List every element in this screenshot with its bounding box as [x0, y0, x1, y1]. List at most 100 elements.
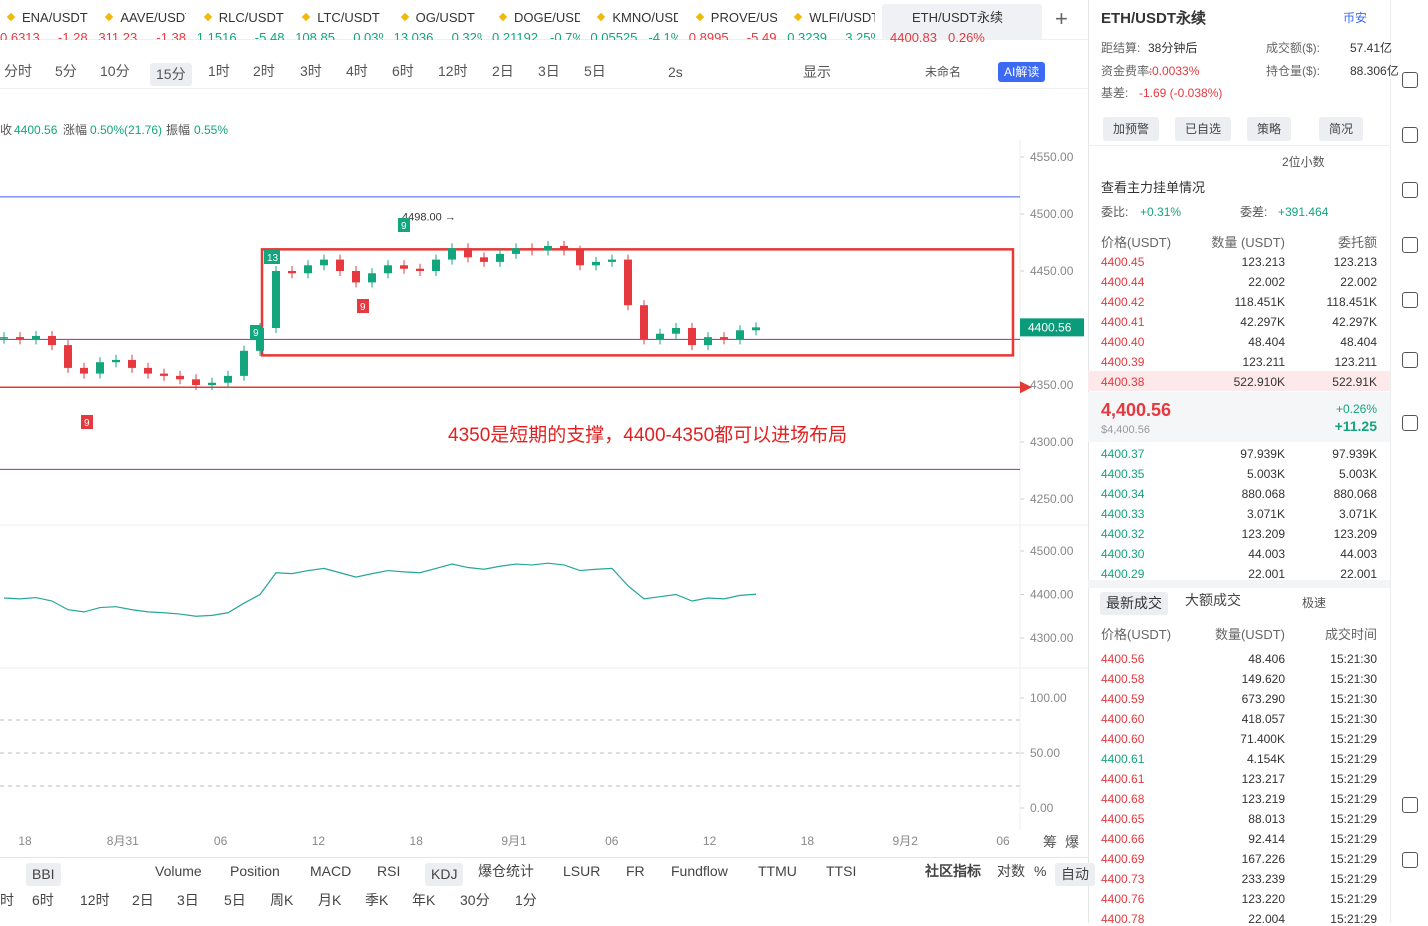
exchange[interactable]: 币安 [1343, 11, 1368, 25]
timeframe[interactable]: 周K [270, 892, 294, 908]
add-tab[interactable]: + [1055, 6, 1068, 31]
timeframe[interactable]: 年K [412, 892, 436, 908]
ticker[interactable]: WLFI/USDT 0.3239 3.25% [787, 0, 875, 40]
side-icon[interactable] [1402, 72, 1418, 88]
panel-button[interactable]: 策略 [1247, 117, 1292, 142]
indicator-tab[interactable]: 爆仓统计 [478, 863, 534, 879]
display[interactable]: 显示 [803, 64, 831, 80]
indicator-tab[interactable]: TTMU [758, 863, 797, 879]
timeframe[interactable]: 12时 [438, 63, 468, 79]
ticker-symbol: OG/USDT [415, 10, 475, 25]
layout-name[interactable]: 未命名 [925, 65, 962, 79]
td-box [250, 325, 262, 339]
amount-cell: 123.211 [1334, 355, 1378, 369]
indicator-tab[interactable]: 自动 [1055, 863, 1095, 886]
timeframe[interactable]: 15分 [150, 63, 192, 86]
panel-button[interactable]: 简况 [1319, 117, 1364, 142]
indicator-tab[interactable]: 社区指标 [925, 863, 981, 879]
td-label: 9 [253, 328, 259, 339]
ticker[interactable]: OG/USDT 13.036 0.32% [394, 0, 482, 40]
refresh[interactable]: 2s [668, 64, 683, 80]
side-icon[interactable] [1402, 415, 1418, 431]
indicator-tab[interactable]: TTSI [826, 863, 857, 879]
fast-toggle[interactable]: 极速 [1302, 596, 1327, 610]
side-icon[interactable] [1402, 127, 1418, 143]
timeframe[interactable]: 12时 [80, 892, 110, 908]
indicator-tab[interactable]: LSUR [563, 863, 601, 879]
timeframe[interactable]: 2日 [132, 892, 154, 908]
side-icon[interactable] [1402, 797, 1418, 813]
timeframe[interactable]: 5分 [55, 63, 77, 79]
trade-time: 15:21:29 [1330, 832, 1377, 846]
trade-tab[interactable]: 大额成交 [1185, 592, 1241, 608]
timeframe[interactable]: 30分 [460, 892, 490, 908]
indicator-tab[interactable]: RSI [377, 863, 401, 879]
timeframe[interactable]: 5日 [584, 63, 606, 79]
timeframe[interactable]: 季K [365, 892, 389, 908]
panel-button[interactable]: 已自选 [1175, 117, 1232, 142]
qty-cell: 5.003K [1246, 467, 1285, 481]
timeframe[interactable]: 1时 [208, 63, 230, 79]
qty-cell: 42.297K [1240, 315, 1285, 329]
ticker[interactable]: PROVE/USDT 0.8995 -5.49% [689, 0, 777, 40]
side-icon[interactable] [1402, 352, 1418, 368]
quote-item: 0.50%(21.76) [90, 123, 163, 137]
side-icon[interactable] [1402, 852, 1418, 868]
ai-button[interactable]: AI解读 [998, 62, 1046, 83]
indicator-tab[interactable]: Position [230, 863, 280, 879]
active-tab[interactable] [882, 4, 1042, 40]
price-cell: 4400.30 [1101, 547, 1145, 561]
candle [640, 305, 648, 340]
timeframe[interactable]: 4时 [346, 63, 368, 79]
indicator-tab[interactable]: BBI [26, 863, 61, 886]
indicator-tab[interactable]: KDJ [425, 863, 464, 886]
stat-value: -0.0033% [1148, 64, 1200, 78]
ticker[interactable]: LTC/USDT 108.85 0.03% [295, 0, 383, 40]
indicator-tab[interactable]: Fundflow [671, 863, 728, 879]
active-symbol: ETH/USDT永续 [912, 10, 1004, 25]
ticker[interactable]: KMNO/USDT 0.05525 -4.1% [590, 0, 678, 40]
ticker[interactable]: AAVE/USDT 311.23 -1.38% [98, 0, 186, 40]
timeframe[interactable]: 3日 [177, 892, 199, 908]
ticker[interactable]: RLC/USDT 1.1516 -5.48% [197, 0, 285, 40]
high-label: 4498.00 → [402, 211, 456, 223]
timeframe[interactable]: 时 [0, 892, 14, 908]
timeframe[interactable]: 10分 [100, 63, 130, 79]
trade-price: 4400.66 [1101, 832, 1145, 846]
indicator-tab[interactable]: % [1034, 863, 1047, 879]
panel-button[interactable]: 加预警 [1103, 117, 1160, 142]
timeframe[interactable]: 2时 [253, 63, 275, 79]
timeframe[interactable]: 3日 [538, 63, 560, 79]
ticker[interactable]: ENA/USDT 0.6313 -1.28% [0, 0, 88, 40]
side-icon[interactable] [1402, 292, 1418, 308]
candle [240, 350, 248, 376]
timeframe[interactable]: 6时 [32, 892, 54, 908]
timeframe[interactable]: 5日 [224, 892, 246, 908]
trade-tab[interactable]: 最新成交 [1100, 592, 1168, 615]
timeframe[interactable]: 分时 [4, 63, 32, 79]
indicator-tab[interactable]: 对数 [997, 863, 1025, 879]
side-strip [1390, 0, 1428, 923]
depth-link[interactable]: 查看主力挂单情况 [1101, 180, 1206, 195]
y-tick-label: 4550.00 [1030, 150, 1074, 164]
indicator-tab[interactable]: Volume [155, 863, 202, 879]
candle [208, 382, 216, 385]
candle [448, 248, 456, 260]
timeframe[interactable]: 2日 [492, 63, 514, 79]
timeframe[interactable]: 6时 [392, 63, 414, 79]
ticker-symbol: DOGE/USDT [514, 10, 580, 25]
timeframe[interactable]: 1分 [515, 892, 537, 908]
timeframe[interactable]: 3时 [300, 63, 322, 79]
candle [320, 259, 328, 266]
indicator-tab[interactable]: FR [626, 863, 645, 879]
ticker[interactable]: DOGE/USDT 0.21192 -0.7% [492, 0, 580, 40]
timeframe[interactable]: 月K [318, 892, 342, 908]
side-icon[interactable] [1402, 182, 1418, 198]
candle [256, 328, 264, 351]
ticker-price: 0.3239 [787, 30, 827, 40]
ticker-symbol: KMNO/USDT [612, 10, 679, 25]
indicator-tab[interactable]: MACD [310, 863, 352, 879]
side-icon[interactable] [1402, 237, 1418, 253]
qty-cell: 522.910K [1233, 375, 1285, 389]
decimals[interactable]: 2位小数 [1282, 155, 1325, 169]
